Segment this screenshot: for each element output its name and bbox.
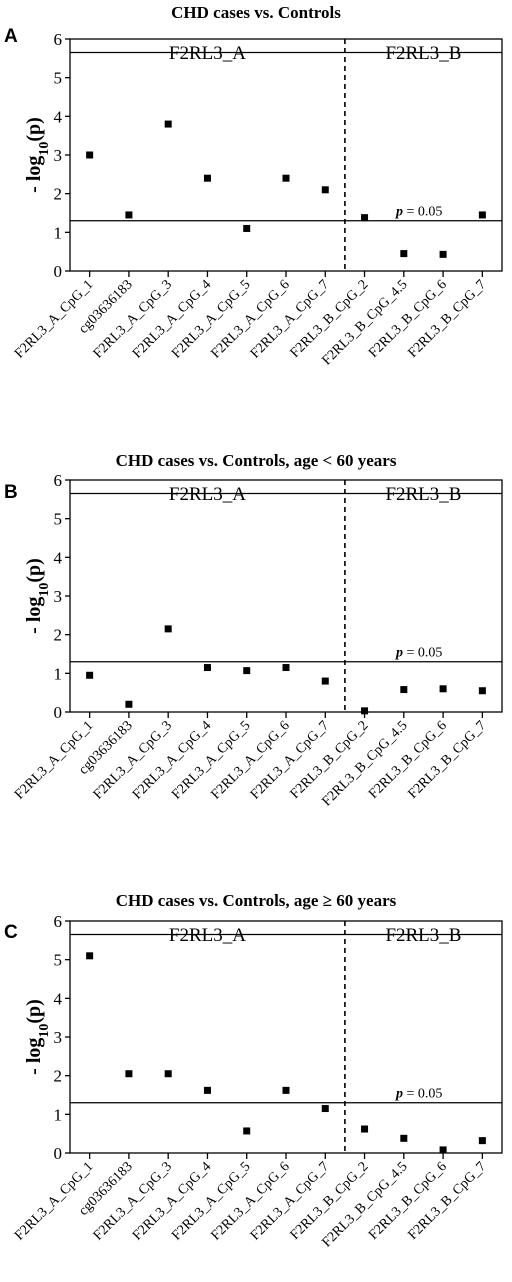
chart-panel-b: CHD cases vs. Controls, age < 60 years B 0…	[4, 451, 503, 809]
data-point	[361, 707, 369, 715]
y-tick-label: 2	[54, 626, 63, 645]
y-tick-label: 4	[54, 548, 63, 567]
data-point	[203, 174, 211, 182]
data-point	[321, 186, 329, 194]
y-tick-label: 0	[54, 1144, 63, 1163]
y-tick-label: 4	[54, 989, 63, 1008]
y-tick-label: 3	[54, 146, 63, 165]
threshold-label-p: p	[395, 205, 403, 220]
plot-frame	[69, 38, 503, 272]
chart-panel-a: CHD cases vs. Controls A 0 1 2 3 4 5 6 - log10(p)…	[4, 3, 503, 368]
data-point	[86, 952, 94, 960]
region-label-b: F2RL3_B	[385, 43, 461, 64]
y-tick-label: 0	[54, 262, 63, 281]
y-tick-label: 6	[54, 912, 63, 931]
y-tick-label: 2	[54, 185, 63, 204]
data-point	[243, 667, 251, 675]
data-point	[125, 1070, 133, 1078]
data-point	[321, 1105, 329, 1113]
data-point	[203, 664, 211, 672]
y-tick-label: 6	[54, 471, 63, 490]
y-tick-label: 4	[54, 107, 63, 126]
chart-title: CHD cases vs. Controls, age < 60 years	[116, 451, 397, 470]
y-axis-label-sub: 10	[37, 142, 52, 156]
data-point	[400, 1134, 408, 1142]
panel-label: B	[4, 482, 18, 503]
data-point	[125, 700, 133, 708]
data-point	[282, 1086, 290, 1094]
y-axis-label: - log10(p)	[23, 558, 52, 634]
y-axis-label: - log10(p)	[23, 117, 52, 193]
chart-title: CHD cases vs. Controls, age ≥ 60 years	[116, 891, 397, 910]
data-point	[439, 685, 447, 693]
data-point	[282, 664, 290, 672]
region-label-a: F2RL3_A	[169, 43, 246, 64]
region-label-b: F2RL3_B	[385, 925, 461, 946]
data-point	[86, 151, 94, 159]
chart-panel-c: CHD cases vs. Controls, age ≥ 60 years C 0…	[4, 891, 503, 1250]
y-tick-label: 1	[54, 664, 63, 683]
data-point	[164, 625, 172, 633]
panel-label: C	[4, 922, 18, 943]
plot-frame	[69, 920, 503, 1154]
y-tick-label: 1	[54, 1105, 63, 1124]
threshold-label-value: = 0.05	[403, 1087, 442, 1102]
data-point	[243, 1127, 251, 1135]
data-point	[400, 686, 408, 694]
y-axis-label-suffix: (p)	[23, 117, 45, 141]
y-tick-label: 6	[54, 30, 63, 49]
region-label-b: F2RL3_B	[385, 484, 461, 505]
threshold-label-value: = 0.05	[403, 646, 442, 661]
data-point	[439, 1146, 447, 1154]
data-point	[86, 671, 94, 679]
threshold-label-p: p	[395, 646, 403, 661]
data-point	[125, 211, 133, 219]
data-point	[361, 1125, 369, 1133]
data-point	[203, 1086, 211, 1094]
panel-label: A	[4, 26, 18, 47]
y-axis-label-suffix: (p)	[23, 558, 45, 582]
y-tick-label: 3	[54, 1028, 63, 1047]
data-point	[321, 677, 329, 685]
y-axis-label-prefix: - log	[23, 1038, 45, 1075]
threshold-label-p: p	[395, 1087, 403, 1102]
data-point	[282, 174, 290, 182]
data-point	[361, 214, 369, 222]
data-point	[164, 120, 172, 128]
y-axis-label-suffix: (p)	[23, 999, 45, 1023]
plot-frame	[69, 479, 503, 713]
data-point	[478, 211, 486, 219]
data-point	[439, 250, 447, 258]
region-label-a: F2RL3_A	[169, 925, 246, 946]
y-axis-label-sub: 10	[37, 1024, 52, 1038]
data-point	[478, 1137, 486, 1145]
y-tick-label: 0	[54, 703, 63, 722]
threshold-label: p = 0.05	[395, 1087, 442, 1102]
y-tick-label: 1	[54, 223, 63, 242]
y-tick-label: 5	[54, 951, 63, 970]
y-axis-label-prefix: - log	[23, 597, 45, 634]
y-tick-label: 5	[54, 69, 63, 88]
y-tick-label: 5	[54, 510, 63, 529]
data-point	[478, 687, 486, 695]
data-point	[400, 250, 408, 258]
threshold-label: p = 0.05	[395, 205, 442, 220]
y-axis-label-sub: 10	[37, 583, 52, 597]
threshold-label: p = 0.05	[395, 646, 442, 661]
chart-title: CHD cases vs. Controls	[171, 3, 341, 22]
y-axis-label-prefix: - log	[23, 156, 45, 193]
data-point	[243, 224, 251, 232]
y-axis-label: - log10(p)	[23, 999, 52, 1075]
data-point	[164, 1070, 172, 1078]
y-tick-label: 2	[54, 1067, 63, 1086]
region-label-a: F2RL3_A	[169, 484, 246, 505]
y-tick-label: 3	[54, 587, 63, 606]
threshold-label-value: = 0.05	[403, 205, 442, 220]
